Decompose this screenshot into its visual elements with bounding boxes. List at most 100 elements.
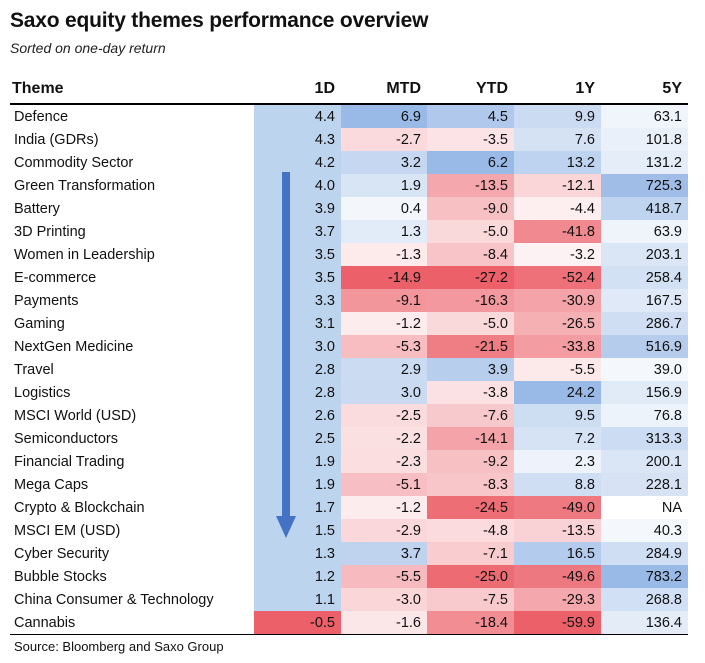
cell-1d: 4.3 (254, 128, 341, 151)
cell-1d: 4.2 (254, 151, 341, 174)
table-body: Defence 4.4 6.9 4.5 9.9 63.1 India (GDRs) 4.3 -2… (10, 104, 688, 635)
cell-5y: NA (661, 499, 682, 516)
cell-ytd: 6.2 (427, 151, 514, 174)
cell-1y: 16.5 (514, 542, 601, 565)
theme-name: Crypto & Blockchain (14, 499, 145, 516)
cell-1d: 1.9 (254, 473, 341, 496)
cell-5y: 63.9 (601, 220, 688, 243)
theme-name: India (GDRs) (14, 131, 99, 148)
cell-1y: -29.3 (514, 588, 601, 611)
table-row: MSCI World (USD) 2.6 -2.5 -7.6 9.5 76.8 (10, 404, 688, 427)
cell-5y: 101.8 (601, 128, 688, 151)
cell-1y: -30.9 (514, 289, 601, 312)
theme-name: Payments (14, 292, 79, 309)
cell-1d: 1.7 (254, 496, 341, 519)
cell-5y: 203.1 (601, 243, 688, 266)
cell-1y: 7.2 (514, 427, 601, 450)
cell-ytd: -14.1 (427, 427, 514, 450)
table-row: NextGen Medicine 3.0 -5.3 -21.5 -33.8 516.9 (10, 335, 688, 358)
cell-1d: 3.5 (254, 243, 341, 266)
cell-1d: 2.5 (254, 427, 341, 450)
column-header-1d: 1D (254, 75, 341, 105)
cell-1y: -26.5 (514, 312, 601, 335)
cell-1y: -49.0 (514, 496, 601, 519)
theme-name: MSCI EM (USD) (14, 522, 121, 539)
cell-1d: 4.4 (254, 104, 341, 128)
cell-ytd: -7.5 (427, 588, 514, 611)
cell-1y: -59.9 (514, 611, 601, 635)
cell-1y: 9.9 (514, 104, 601, 128)
table-row: Mega Caps 1.9 -5.1 -8.3 8.8 228.1 (10, 473, 688, 496)
cell-mtd: -5.5 (341, 565, 427, 588)
cell-ytd: -7.1 (427, 542, 514, 565)
cell-5y: 258.4 (601, 266, 688, 289)
cell-mtd: -5.3 (341, 335, 427, 358)
cell-ytd: -24.5 (427, 496, 514, 519)
cell-mtd: -2.7 (341, 128, 427, 151)
table-row: Battery 3.9 0.4 -9.0 -4.4 418.7 (10, 197, 688, 220)
cell-5y: 418.7 (601, 197, 688, 220)
cell-ytd: -13.5 (427, 174, 514, 197)
column-header-theme: Theme (10, 75, 254, 105)
cell-5y: 286.7 (601, 312, 688, 335)
cell-1d: 3.5 (254, 266, 341, 289)
source-note: Source: Bloomberg and Saxo Group (14, 639, 224, 654)
cell-5y: 516.9 (601, 335, 688, 358)
theme-name: China Consumer & Technology (14, 591, 214, 608)
cell-1y: -52.4 (514, 266, 601, 289)
theme-name: Travel (14, 361, 54, 378)
cell-1d: 4.0 (254, 174, 341, 197)
theme-name: MSCI World (USD) (14, 407, 137, 424)
cell-mtd: 1.9 (341, 174, 427, 197)
page-subtitle: Sorted on one-day return (10, 40, 166, 56)
cell-mtd: -2.9 (341, 519, 427, 542)
cell-5y: 76.8 (601, 404, 688, 427)
cell-1d: 1.3 (254, 542, 341, 565)
table-row: Financial Trading 1.9 -2.3 -9.2 2.3 200.1 (10, 450, 688, 473)
table-figure: Saxo equity themes performance overview … (10, 8, 695, 654)
cell-ytd: -7.6 (427, 404, 514, 427)
cell-1y: 7.6 (514, 128, 601, 151)
cell-5y: 40.3 (601, 519, 688, 542)
cell-mtd: -2.5 (341, 404, 427, 427)
table-row: Cyber Security 1.3 3.7 -7.1 16.5 284.9 (10, 542, 688, 565)
cell-5y: 63.1 (601, 104, 688, 128)
cell-ytd: -25.0 (427, 565, 514, 588)
cell-1y: -4.4 (514, 197, 601, 220)
cell-1y: -5.5 (514, 358, 601, 381)
cell-mtd: -5.1 (341, 473, 427, 496)
theme-name: Financial Trading (14, 453, 125, 470)
theme-name: Logistics (14, 384, 71, 401)
cell-1d: 3.9 (254, 197, 341, 220)
cell-1d: 1.5 (254, 519, 341, 542)
table-row: Travel 2.8 2.9 3.9 -5.5 39.0 (10, 358, 688, 381)
cell-mtd: -1.6 (341, 611, 427, 635)
cell-mtd: -1.2 (341, 496, 427, 519)
cell-ytd: -16.3 (427, 289, 514, 312)
cell-mtd: 3.2 (341, 151, 427, 174)
cell-1y: 24.2 (514, 381, 601, 404)
cell-1y: 13.2 (514, 151, 601, 174)
cell-1y: 2.3 (514, 450, 601, 473)
cell-1d: 2.8 (254, 381, 341, 404)
down-arrow-icon (276, 172, 296, 538)
cell-5y: 313.3 (601, 427, 688, 450)
cell-1y: -49.6 (514, 565, 601, 588)
theme-name: Green Transformation (14, 177, 156, 194)
cell-5y: 156.9 (601, 381, 688, 404)
cell-5y: 136.4 (601, 611, 688, 635)
cell-ytd: -8.4 (427, 243, 514, 266)
cell-5y: 725.3 (601, 174, 688, 197)
header-row: Theme 1D MTD YTD 1Y 5Y (10, 75, 688, 105)
table-row: India (GDRs) 4.3 -2.7 -3.5 7.6 101.8 (10, 128, 688, 151)
column-header-1y: 1Y (514, 75, 601, 105)
column-header-ytd: YTD (427, 75, 514, 105)
cell-ytd: -21.5 (427, 335, 514, 358)
cell-mtd: -1.2 (341, 312, 427, 335)
cell-mtd: 0.4 (341, 197, 427, 220)
cell-1d: 2.6 (254, 404, 341, 427)
cell-ytd: -3.5 (427, 128, 514, 151)
cell-1d: 3.3 (254, 289, 341, 312)
cell-ytd: -3.8 (427, 381, 514, 404)
table-row: Cannabis -0.5 -1.6 -18.4 -59.9 136.4 (10, 611, 688, 635)
